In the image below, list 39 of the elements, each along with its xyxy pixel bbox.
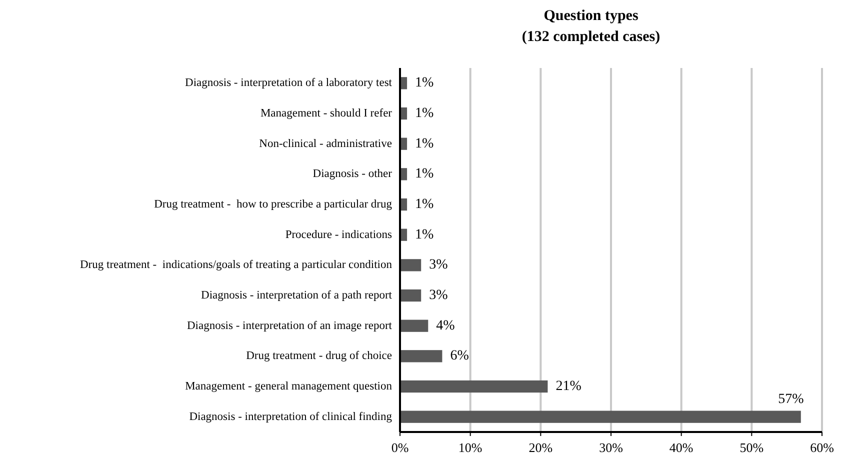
data-label: 1% bbox=[415, 197, 434, 212]
y-tick-label: Management - general management question bbox=[185, 380, 392, 392]
data-label: 3% bbox=[429, 288, 448, 303]
bar bbox=[400, 259, 422, 272]
y-tick-label: Diagnosis - interpretation of a laboratory test bbox=[185, 77, 393, 90]
y-tick-label: Drug treatment - drug of choice bbox=[246, 350, 392, 362]
bar bbox=[400, 380, 548, 393]
data-label: 1% bbox=[415, 76, 434, 91]
y-tick-label: Diagnosis - interpretation of clinical finding bbox=[189, 410, 392, 423]
data-label: 1% bbox=[415, 106, 434, 121]
data-label: 21% bbox=[556, 379, 582, 394]
bar bbox=[400, 410, 801, 423]
data-label: 3% bbox=[429, 258, 448, 273]
y-tick-label: Diagnosis - interpretation of a path report bbox=[201, 290, 393, 302]
x-tick-label: 60% bbox=[810, 440, 834, 455]
chart-title: Question types bbox=[544, 8, 638, 24]
x-tick-label: 40% bbox=[669, 440, 694, 455]
data-label: 6% bbox=[450, 348, 470, 364]
y-tick-label: Drug treatment - indications/goals of treating a particular condition bbox=[80, 259, 392, 272]
bar bbox=[400, 289, 422, 302]
x-tick-label: 10% bbox=[458, 440, 482, 455]
y-tick-label: Diagnosis - other bbox=[312, 168, 392, 180]
chart-subtitle: (132 completed cases) bbox=[522, 29, 660, 45]
data-label: 1% bbox=[415, 227, 434, 242]
data-label: 1% bbox=[415, 166, 434, 182]
y-tick-label: Drug treatment - how to prescribe a particular drug bbox=[154, 198, 392, 210]
data-label: 57% bbox=[778, 392, 804, 407]
bar bbox=[400, 350, 442, 362]
data-label: 4% bbox=[436, 318, 456, 334]
data-label: 1% bbox=[415, 136, 434, 152]
y-tick-label: Diagnosis - interpretation of an image report bbox=[186, 320, 393, 332]
bar bbox=[400, 320, 428, 332]
y-tick-label: Non-clinical - administrative bbox=[259, 138, 392, 150]
x-tick-label: 50% bbox=[740, 440, 764, 455]
x-tick-label: 0% bbox=[391, 440, 409, 455]
y-tick-label: Procedure - indications bbox=[285, 228, 393, 241]
y-tick-label: Management - should I refer bbox=[260, 108, 392, 120]
x-tick-label: 30% bbox=[599, 440, 624, 455]
x-tick-label: 20% bbox=[528, 440, 553, 455]
